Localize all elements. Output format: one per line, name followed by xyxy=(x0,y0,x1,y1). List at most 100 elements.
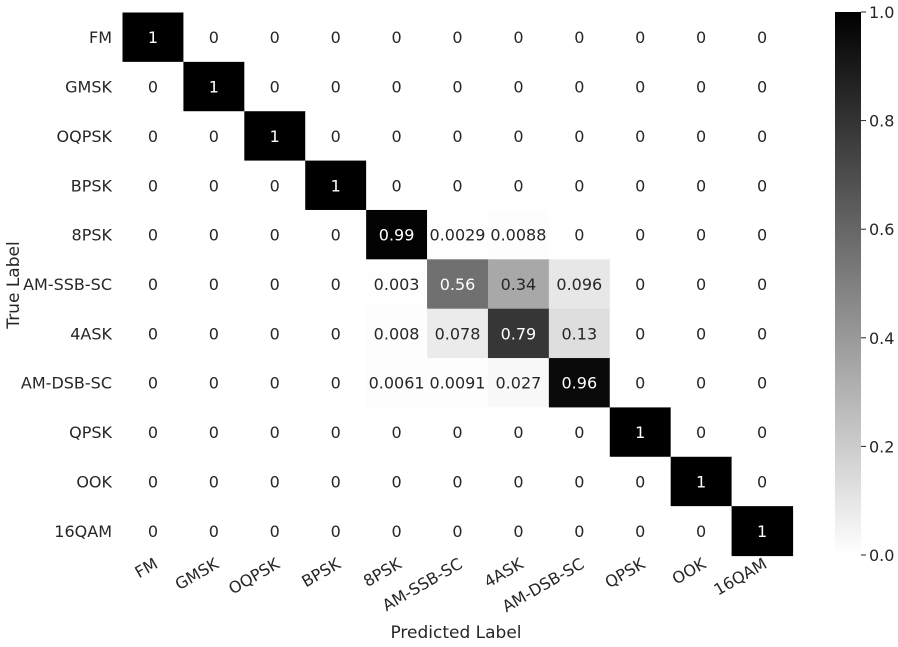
heatmap-cell xyxy=(731,12,794,63)
cell-value-label: 0 xyxy=(209,423,219,442)
cell-value-label: 0 xyxy=(757,275,767,294)
heatmap-cell xyxy=(609,308,672,359)
cell-value-label: 0 xyxy=(331,78,341,97)
heatmap-cell xyxy=(670,506,733,557)
heatmap-cell xyxy=(609,456,672,507)
cell-value-label: 0 xyxy=(635,275,645,294)
cell-value-label: 0 xyxy=(513,127,523,146)
heatmap-cell xyxy=(731,308,794,359)
heatmap-cell xyxy=(731,456,794,507)
heatmap-cell xyxy=(427,456,489,507)
heatmap-cell xyxy=(305,160,367,211)
cell-value-label: 0 xyxy=(270,423,280,442)
cell-value-label: 0 xyxy=(696,78,706,97)
cell-value-label: 0 xyxy=(574,78,584,97)
heatmap-cell xyxy=(366,259,428,310)
colorbar-tick-label: 0.6 xyxy=(869,220,894,239)
cell-value-label: 1 xyxy=(209,78,219,97)
x-tick-label: GMSK xyxy=(172,554,223,594)
colorbar: 0.0 0.2 0.4 0.6 0.8 1.0 xyxy=(835,3,894,565)
heatmap-cell xyxy=(183,506,245,557)
heatmap-cell xyxy=(244,160,306,211)
heatmap-cell xyxy=(244,456,306,507)
heatmap-cell xyxy=(244,259,306,310)
cell-value-label: 0 xyxy=(270,324,280,343)
heatmap-cell xyxy=(548,209,611,260)
cell-value-label: 0.0088 xyxy=(490,226,546,245)
cell-value-label: 0 xyxy=(270,78,280,97)
heatmap-cells: 1 0 0 0 0 0 0 0 0 0 0 0 1 0 0 0 0 0 0 0 0 0 0 0 1 0 0 0 0 0 0 0 0 0 0 0 1 0 0 0… xyxy=(122,12,794,557)
cell-value-label: 0 xyxy=(757,78,767,97)
heatmap-cell xyxy=(609,12,672,63)
heatmap-cell xyxy=(183,407,245,458)
cell-value-label: 1 xyxy=(757,522,767,541)
heatmap-cell xyxy=(366,506,428,557)
cell-value-label: 0 xyxy=(696,28,706,47)
heatmap-cell xyxy=(183,209,245,260)
cell-value-label: 0 xyxy=(757,423,767,442)
cell-value-label: 0.0061 xyxy=(369,374,425,393)
cell-value-label: 0 xyxy=(757,28,767,47)
cell-value-label: 0 xyxy=(635,472,645,491)
cell-value-label: 0 xyxy=(696,226,706,245)
y-tick-label: GMSK xyxy=(65,78,112,97)
cell-value-label: 0 xyxy=(757,176,767,195)
cell-value-label: 0 xyxy=(270,472,280,491)
x-tick-label: BPSK xyxy=(298,554,344,591)
cell-value-label: 0 xyxy=(148,522,158,541)
cell-value-label: 0 xyxy=(696,127,706,146)
cell-value-label: 0 xyxy=(696,275,706,294)
cell-value-label: 0.99 xyxy=(379,226,415,245)
heatmap-cell xyxy=(548,358,611,409)
cell-value-label: 0 xyxy=(148,176,158,195)
cell-value-label: 0 xyxy=(331,127,341,146)
cell-value-label: 0 xyxy=(513,28,523,47)
heatmap-cell xyxy=(183,61,245,112)
cell-value-label: 0 xyxy=(574,127,584,146)
heatmap-cell xyxy=(122,506,185,557)
cell-value-label: 0.13 xyxy=(562,324,598,343)
cell-value-label: 0 xyxy=(513,78,523,97)
heatmap-cell xyxy=(548,259,611,310)
cell-value-label: 0 xyxy=(209,275,219,294)
cell-value-label: 0 xyxy=(391,176,401,195)
cell-value-label: 0 xyxy=(209,472,219,491)
cell-value-label: 0.0029 xyxy=(430,226,486,245)
cell-value-label: 0 xyxy=(452,423,462,442)
cell-value-label: 0 xyxy=(757,472,767,491)
y-tick-label: 16QAM xyxy=(54,522,112,541)
heatmap-cell xyxy=(366,160,428,211)
heatmap-cell xyxy=(487,61,550,112)
cell-value-label: 0 xyxy=(209,522,219,541)
cell-value-label: 0 xyxy=(391,522,401,541)
heatmap-cell xyxy=(122,407,185,458)
cell-value-label: 0 xyxy=(331,324,341,343)
x-tick-label: QPSK xyxy=(602,554,649,592)
heatmap-cell xyxy=(670,358,733,409)
cell-value-label: 0 xyxy=(452,127,462,146)
heatmap-cell xyxy=(244,358,306,409)
cell-value-label: 0 xyxy=(209,226,219,245)
heatmap-cell xyxy=(548,61,611,112)
heatmap-cell xyxy=(731,259,794,310)
heatmap-cell xyxy=(731,111,794,162)
heatmap-cell xyxy=(122,259,185,310)
cell-value-label: 0 xyxy=(757,226,767,245)
cell-value-label: 0 xyxy=(574,28,584,47)
colorbar-tick-label: 0.0 xyxy=(869,546,894,565)
cell-value-label: 0 xyxy=(148,472,158,491)
cell-value-label: 0 xyxy=(209,324,219,343)
heatmap-cell xyxy=(548,407,611,458)
heatmap-cell xyxy=(670,160,733,211)
heatmap-cell xyxy=(487,456,550,507)
x-tick-label: 16QAM xyxy=(711,554,770,599)
heatmap-cell xyxy=(548,12,611,63)
y-tick-labels: FM GMSK OQPSK BPSK 8PSK AM-SSB-SC 4ASK AM-DSB-S… xyxy=(21,28,113,541)
heatmap-cell xyxy=(427,209,489,260)
heatmap-cell xyxy=(366,209,428,260)
cell-value-label: 0 xyxy=(452,78,462,97)
cell-value-label: 0 xyxy=(757,324,767,343)
heatmap-cell xyxy=(183,358,245,409)
cell-value-label: 0.003 xyxy=(374,275,420,294)
heatmap-cell xyxy=(731,407,794,458)
